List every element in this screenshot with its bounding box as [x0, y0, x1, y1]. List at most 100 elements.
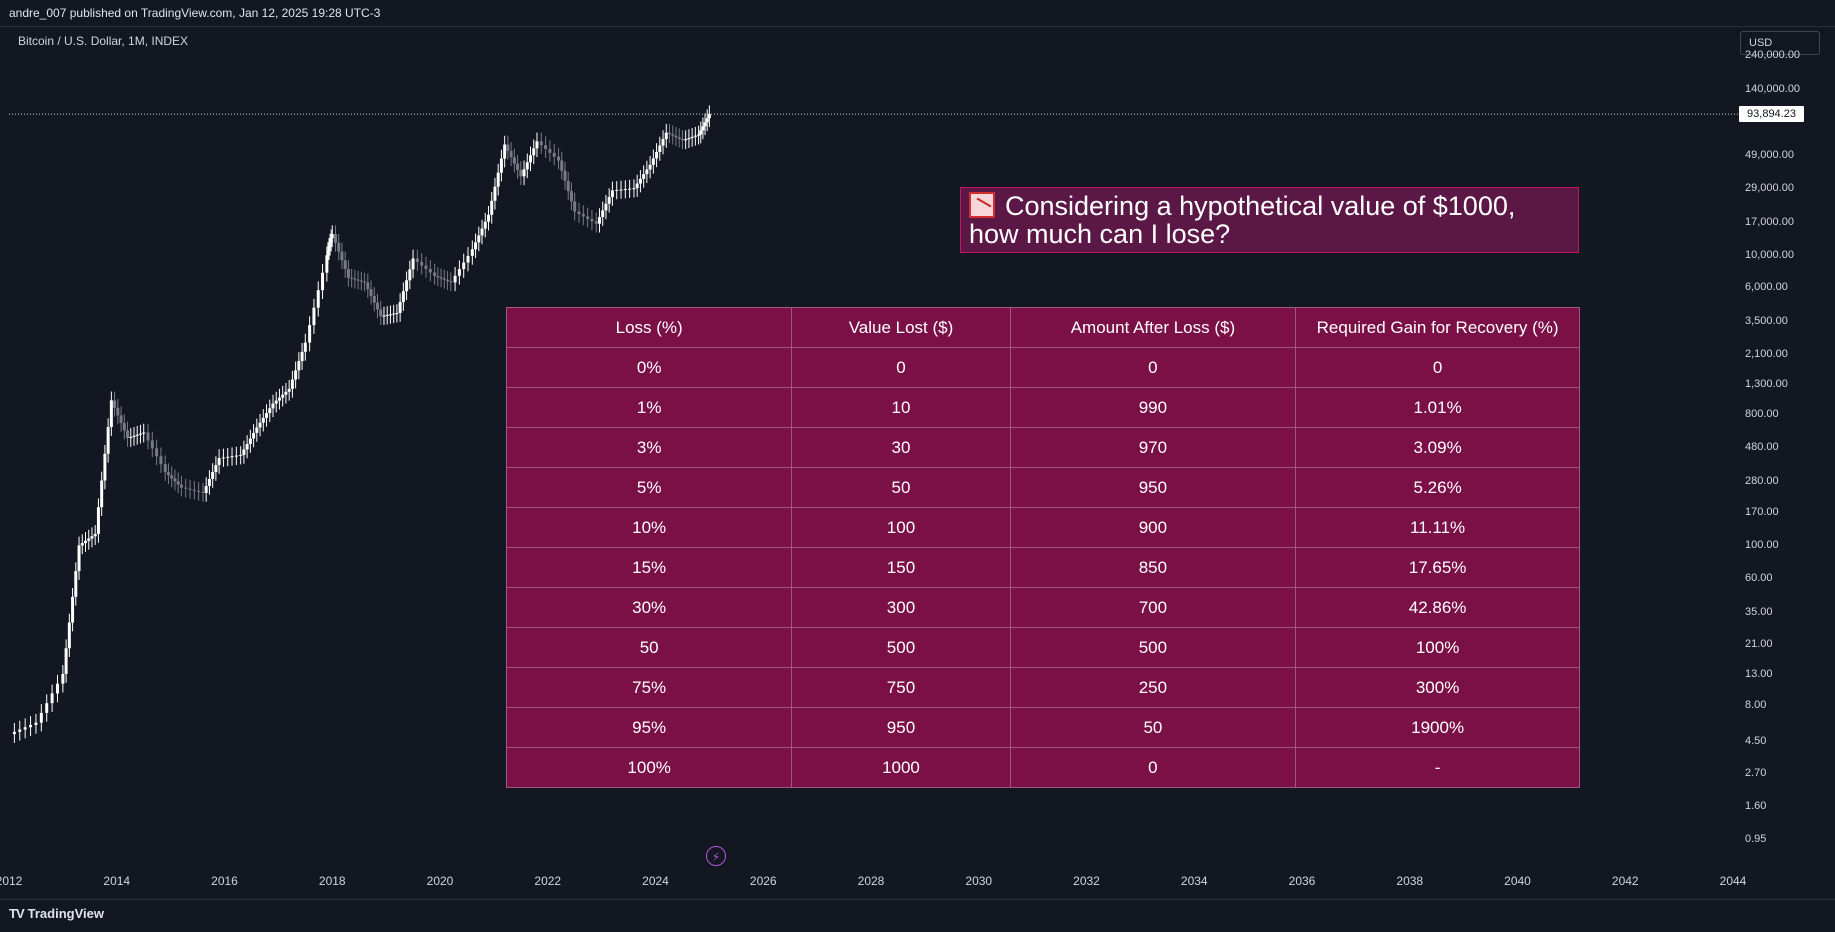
table-cell: 1000 — [791, 747, 1011, 788]
candle-body — [615, 189, 619, 191]
candle-body — [245, 443, 249, 450]
candle-body — [619, 189, 623, 191]
candle-body — [346, 269, 350, 278]
time-tick-label: 2016 — [211, 874, 238, 888]
candle-body — [509, 150, 513, 158]
table-cell: - — [1295, 747, 1580, 788]
candle-body — [573, 201, 577, 212]
table-cell: 500 — [1009, 627, 1297, 668]
column-header: Amount After Loss ($) — [1009, 307, 1297, 348]
candle-body — [449, 281, 453, 283]
table-cell: 5% — [505, 467, 793, 508]
candle-body — [281, 394, 285, 398]
table-row: 0% 0 0 0 — [505, 347, 1580, 388]
candle-body — [207, 478, 211, 486]
candle-body — [290, 379, 294, 389]
currency-button[interactable]: USD — [1740, 31, 1820, 55]
candle-body — [707, 114, 711, 119]
price-tick-label: 29,000.00 — [1745, 182, 1794, 195]
candle-body — [74, 571, 78, 597]
candle-body — [405, 280, 409, 292]
table-cell: 3.09% — [1295, 427, 1580, 468]
candle-body — [369, 289, 373, 296]
candle-body — [337, 242, 341, 252]
candle-body — [408, 269, 412, 281]
table-cell: 95% — [505, 707, 793, 748]
table-cell: 1.01% — [1295, 387, 1580, 428]
candle-body — [363, 281, 367, 283]
candle-body — [453, 275, 457, 283]
candle-body — [87, 538, 91, 541]
candle-body — [126, 430, 130, 438]
table-cell: 30 — [791, 427, 1011, 468]
candle-body — [544, 145, 548, 150]
candle-body — [64, 648, 68, 674]
candle-body — [18, 729, 22, 732]
price-tick-label: 800.00 — [1745, 408, 1779, 421]
candle-body — [677, 137, 681, 139]
column-header: Loss (%) — [505, 307, 793, 348]
lightning-icon[interactable]: ⚡ — [706, 846, 726, 866]
table-cell: 50 — [505, 627, 793, 668]
brand-label: TradingView — [27, 906, 104, 921]
time-tick-label: 2044 — [1719, 874, 1747, 888]
candle-body — [234, 455, 238, 457]
table-cell: 100% — [1295, 627, 1580, 668]
price-tick-label: 35.00 — [1745, 605, 1773, 618]
candle-body — [242, 449, 246, 455]
candle-body — [106, 427, 110, 454]
candle-body — [359, 280, 363, 282]
symbol-title[interactable]: Bitcoin / U.S. Dollar, 1M, INDEX — [18, 34, 189, 48]
candle-body — [519, 169, 523, 177]
candle-body — [433, 272, 437, 276]
candle-body — [71, 596, 75, 623]
candle-body — [261, 417, 265, 423]
table-row: 30% 300 700 42.86% — [505, 587, 1580, 628]
price-tick-label: 60.00 — [1745, 571, 1773, 584]
candle-body — [499, 158, 503, 173]
table-cell: 0 — [1009, 747, 1297, 788]
table-header-row: Loss (%) Value Lost ($) Amount After Loss … — [505, 307, 1580, 348]
candle-body — [150, 440, 154, 449]
candle-body — [303, 342, 307, 352]
candle-body — [166, 472, 170, 476]
candle-body — [658, 145, 662, 152]
publish-header: andre_007 published on TradingView.com, … — [0, 0, 1835, 27]
candle-body — [258, 422, 262, 428]
tradingview-logo[interactable]: TV TradingView — [9, 906, 104, 921]
candle-body — [343, 260, 347, 270]
candle-body — [415, 258, 419, 262]
table-cell: 17.65% — [1295, 547, 1580, 588]
candle-body — [61, 673, 65, 684]
candle-body — [645, 169, 649, 175]
table-cell: 300 — [791, 587, 1011, 628]
candle-body — [113, 400, 117, 408]
candle-body — [179, 484, 183, 488]
candle-body — [159, 456, 163, 465]
candle-body — [34, 722, 38, 725]
table-cell: 50 — [791, 467, 1011, 508]
time-tick-label: 2030 — [965, 874, 993, 888]
candle-body — [366, 282, 370, 290]
candle-body — [648, 164, 652, 170]
title-line-2: how much can I lose? — [969, 219, 1231, 249]
candle-body — [23, 727, 27, 730]
candle-body — [516, 163, 520, 170]
price-tick-label: 0.95 — [1745, 832, 1767, 845]
column-header: Required Gain for Recovery (%) — [1295, 307, 1580, 348]
time-tick-label: 2026 — [749, 874, 777, 888]
candle-body — [462, 262, 466, 270]
table-cell: 15% — [505, 547, 793, 588]
candle-body — [581, 214, 585, 217]
table-cell: 0 — [791, 347, 1011, 388]
candle-body — [84, 540, 88, 544]
price-tick-label: 21.00 — [1745, 637, 1773, 650]
candle-body — [55, 683, 59, 694]
candle-body — [563, 170, 567, 181]
candle-body — [80, 543, 84, 546]
time-tick-label: 2032 — [1073, 874, 1100, 888]
candle-body — [350, 277, 354, 279]
candle-body — [483, 221, 487, 229]
candle-body — [693, 135, 697, 137]
